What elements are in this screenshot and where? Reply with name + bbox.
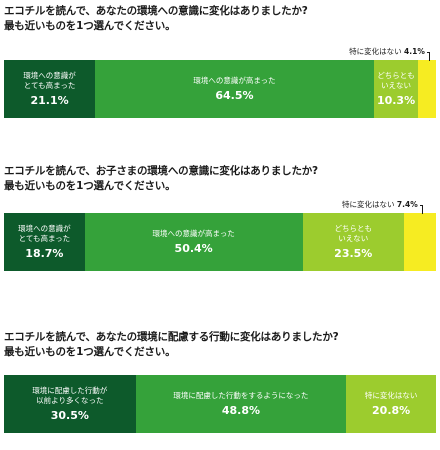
- segment-label: どちらとも いえない: [334, 224, 373, 243]
- callout-leader-line: [420, 205, 424, 214]
- segment-value: 18.7%: [25, 247, 64, 260]
- segment-label: 特に変化はない: [364, 391, 418, 400]
- segment-label: 環境への意識が とても高まった: [23, 71, 76, 90]
- bar-segment: 環境への意識が高まった 64.5%: [95, 60, 374, 118]
- bar-segment: [418, 60, 436, 118]
- segment-label: 環境に配慮した行動が 以前より多くなった: [32, 386, 108, 405]
- callout-value: 7.4%: [396, 200, 418, 209]
- segment-value: 48.8%: [221, 404, 260, 417]
- stacked-bar-1: 環境への意識が とても高まった 21.1% 環境への意識が高まった 64.5% どちらと…: [4, 47, 436, 118]
- bar-segment: どちらとも いえない 23.5%: [302, 213, 405, 271]
- stacked-bar-3: 環境に配慮した行動が 以前より多くなった 30.5% 環境に配慮した行動をするように…: [4, 375, 436, 433]
- bar-segment: 特に変化はない 20.8%: [346, 375, 436, 433]
- callout-name: 特に変化はない: [342, 200, 397, 209]
- bar-segment: 環境に配慮した行動をするようになった 48.8%: [135, 375, 347, 433]
- stacked-bar-2: 環境への意識が とても高まった 18.7% 環境への意識が高まった 50.4% どちらと…: [4, 200, 436, 271]
- callout-name: 特に変化はない: [349, 47, 405, 56]
- segment-label: どちらとも いえない: [377, 71, 415, 90]
- segment-value: 21.1%: [30, 94, 69, 107]
- segment-value: 50.4%: [174, 242, 213, 255]
- segment-label: 環境への意識が高まった: [152, 229, 235, 238]
- segment-label: 環境への意識が とても高まった: [18, 224, 71, 243]
- bar-segment: 環境に配慮した行動が 以前より多くなった 30.5%: [4, 375, 136, 433]
- bar-segment: 環境への意識が とても高まった 21.1%: [4, 60, 96, 118]
- callout-label: 特に変化はない 7.4%: [342, 199, 418, 210]
- callout-label: 特に変化はない 4.1%: [349, 46, 425, 57]
- callout-leader-line: [427, 52, 431, 61]
- bar-segment: 環境への意識が とても高まった 18.7%: [4, 213, 85, 271]
- bar-segment: 環境への意識が高まった 50.4%: [84, 213, 303, 271]
- segment-value: 64.5%: [215, 89, 254, 102]
- segment-label: 環境に配慮した行動をするようになった: [173, 391, 309, 400]
- segment-value: 20.8%: [372, 404, 411, 417]
- bar-segment: どちらとも いえない 10.3%: [373, 60, 419, 118]
- segment-value: 23.5%: [334, 247, 373, 260]
- segment-value: 10.3%: [376, 94, 416, 107]
- segment-value: 30.5%: [50, 409, 89, 422]
- callout-value: 4.1%: [404, 47, 425, 56]
- chart-title-3: エコチルを読んで、あなたの環境に配慮する行動に変化はありましたか? 最も近いもの…: [4, 331, 339, 358]
- segment-label: 環境への意識が高まった: [193, 76, 276, 85]
- chart-title-1: エコチルを読んで、あなたの環境への意識に変化はありましたか? 最も近いものを1つ…: [4, 5, 308, 32]
- bar-segment: [404, 213, 436, 271]
- chart-title-2: エコチルを読んで、お子さまの環境への意識に変化はありましたか? 最も近いものを1…: [4, 165, 318, 192]
